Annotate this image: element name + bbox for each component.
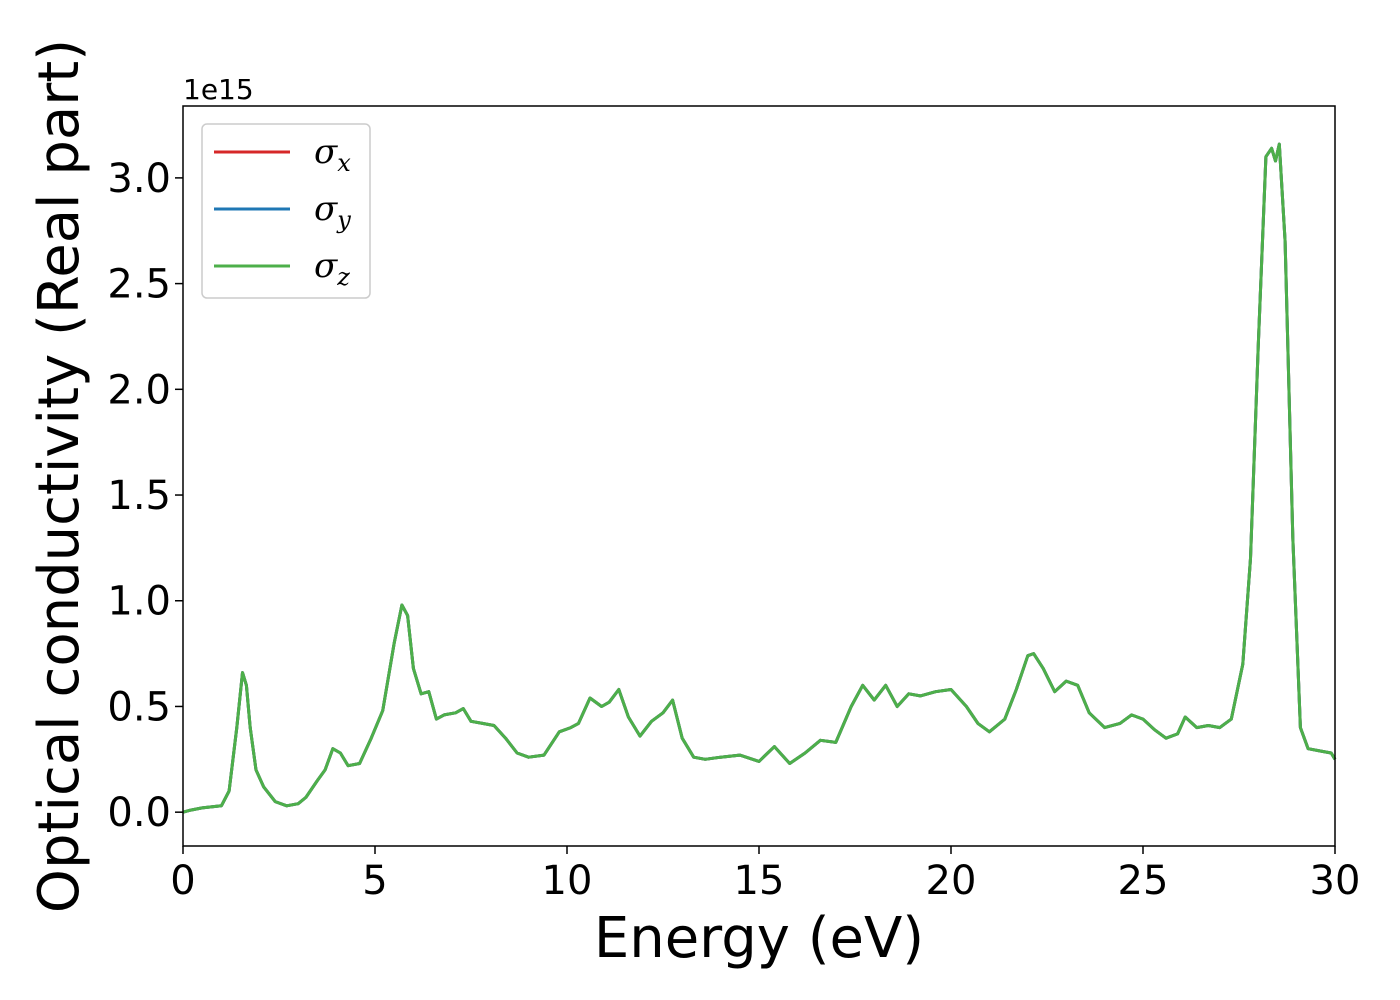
x-tick-label: 25 xyxy=(1118,858,1169,904)
y-tick-label: 3.0 xyxy=(107,156,171,202)
y-tick-label: 0.5 xyxy=(107,684,171,730)
x-tick-label: 15 xyxy=(734,858,785,904)
plot-area xyxy=(183,106,1335,846)
y-tick-label: 2.0 xyxy=(107,367,171,413)
y-tick-label: 0.0 xyxy=(107,790,171,836)
x-tick-label: 10 xyxy=(542,858,593,904)
x-axis-ticks: 0 5 10 15 20 25 30 xyxy=(170,846,1360,904)
y-offset-label: 1e15 xyxy=(183,73,254,106)
x-tick-label: 30 xyxy=(1310,858,1361,904)
y-axis-ticks: 0.0 0.5 1.0 1.5 2.0 2.5 3.0 xyxy=(107,156,183,836)
x-tick-label: 5 xyxy=(362,858,387,904)
y-tick-label: 1.0 xyxy=(107,579,171,625)
y-axis-title: Optical conductivity (Real part) xyxy=(27,39,92,913)
x-tick-label: 20 xyxy=(926,858,977,904)
series-line-sigma-z xyxy=(182,142,1337,814)
legend-box xyxy=(201,123,371,299)
x-tick-label: 0 xyxy=(170,858,195,904)
y-tick-label: 2.5 xyxy=(107,262,171,308)
x-axis-title: Energy (eV) xyxy=(594,906,924,971)
series-layer xyxy=(182,142,1337,814)
y-tick-label: 1.5 xyxy=(107,473,171,519)
